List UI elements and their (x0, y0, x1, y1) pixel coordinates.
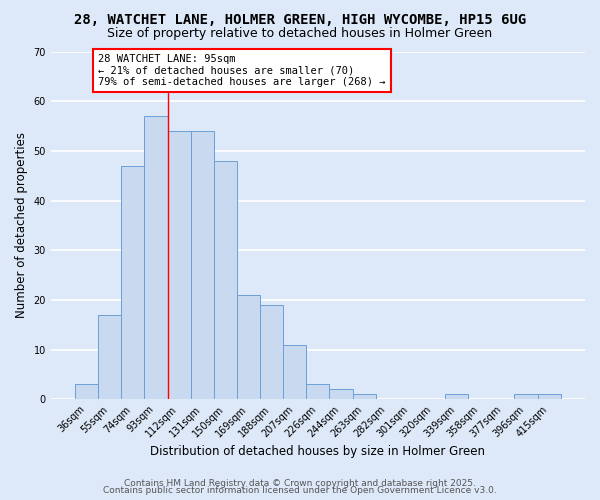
Bar (75, 384, 98, 399)
Text: 28, WATCHET LANE, HOLMER GREEN, HIGH WYCOMBE, HP15 6UG: 28, WATCHET LANE, HOLMER GREEN, HIGH WYC… (74, 12, 526, 26)
Bar (214, 161, 237, 399)
Text: 28 WATCHET LANE: 95sqm
← 21% of detached houses are smaller (70)
79% of semi-det: 28 WATCHET LANE: 95sqm ← 21% of detached… (98, 54, 386, 87)
Bar (98, 314, 121, 399)
Bar (121, 166, 145, 399)
Bar (538, 394, 561, 399)
Bar (167, 131, 191, 399)
Bar (237, 295, 260, 399)
Bar (145, 116, 167, 399)
Bar (191, 131, 214, 399)
Text: Contains HM Land Registry data © Crown copyright and database right 2025.: Contains HM Land Registry data © Crown c… (124, 478, 476, 488)
Text: Size of property relative to detached houses in Holmer Green: Size of property relative to detached ho… (107, 28, 493, 40)
X-axis label: Distribution of detached houses by size in Holmer Green: Distribution of detached houses by size … (151, 444, 485, 458)
Text: Contains public sector information licensed under the Open Government Licence v3: Contains public sector information licen… (103, 486, 497, 495)
Bar (283, 344, 307, 399)
Bar (445, 394, 468, 399)
Bar (329, 389, 353, 399)
Bar (260, 305, 283, 399)
Bar (353, 394, 376, 399)
Bar (307, 384, 329, 399)
Y-axis label: Number of detached properties: Number of detached properties (15, 132, 28, 318)
Bar (514, 394, 538, 399)
